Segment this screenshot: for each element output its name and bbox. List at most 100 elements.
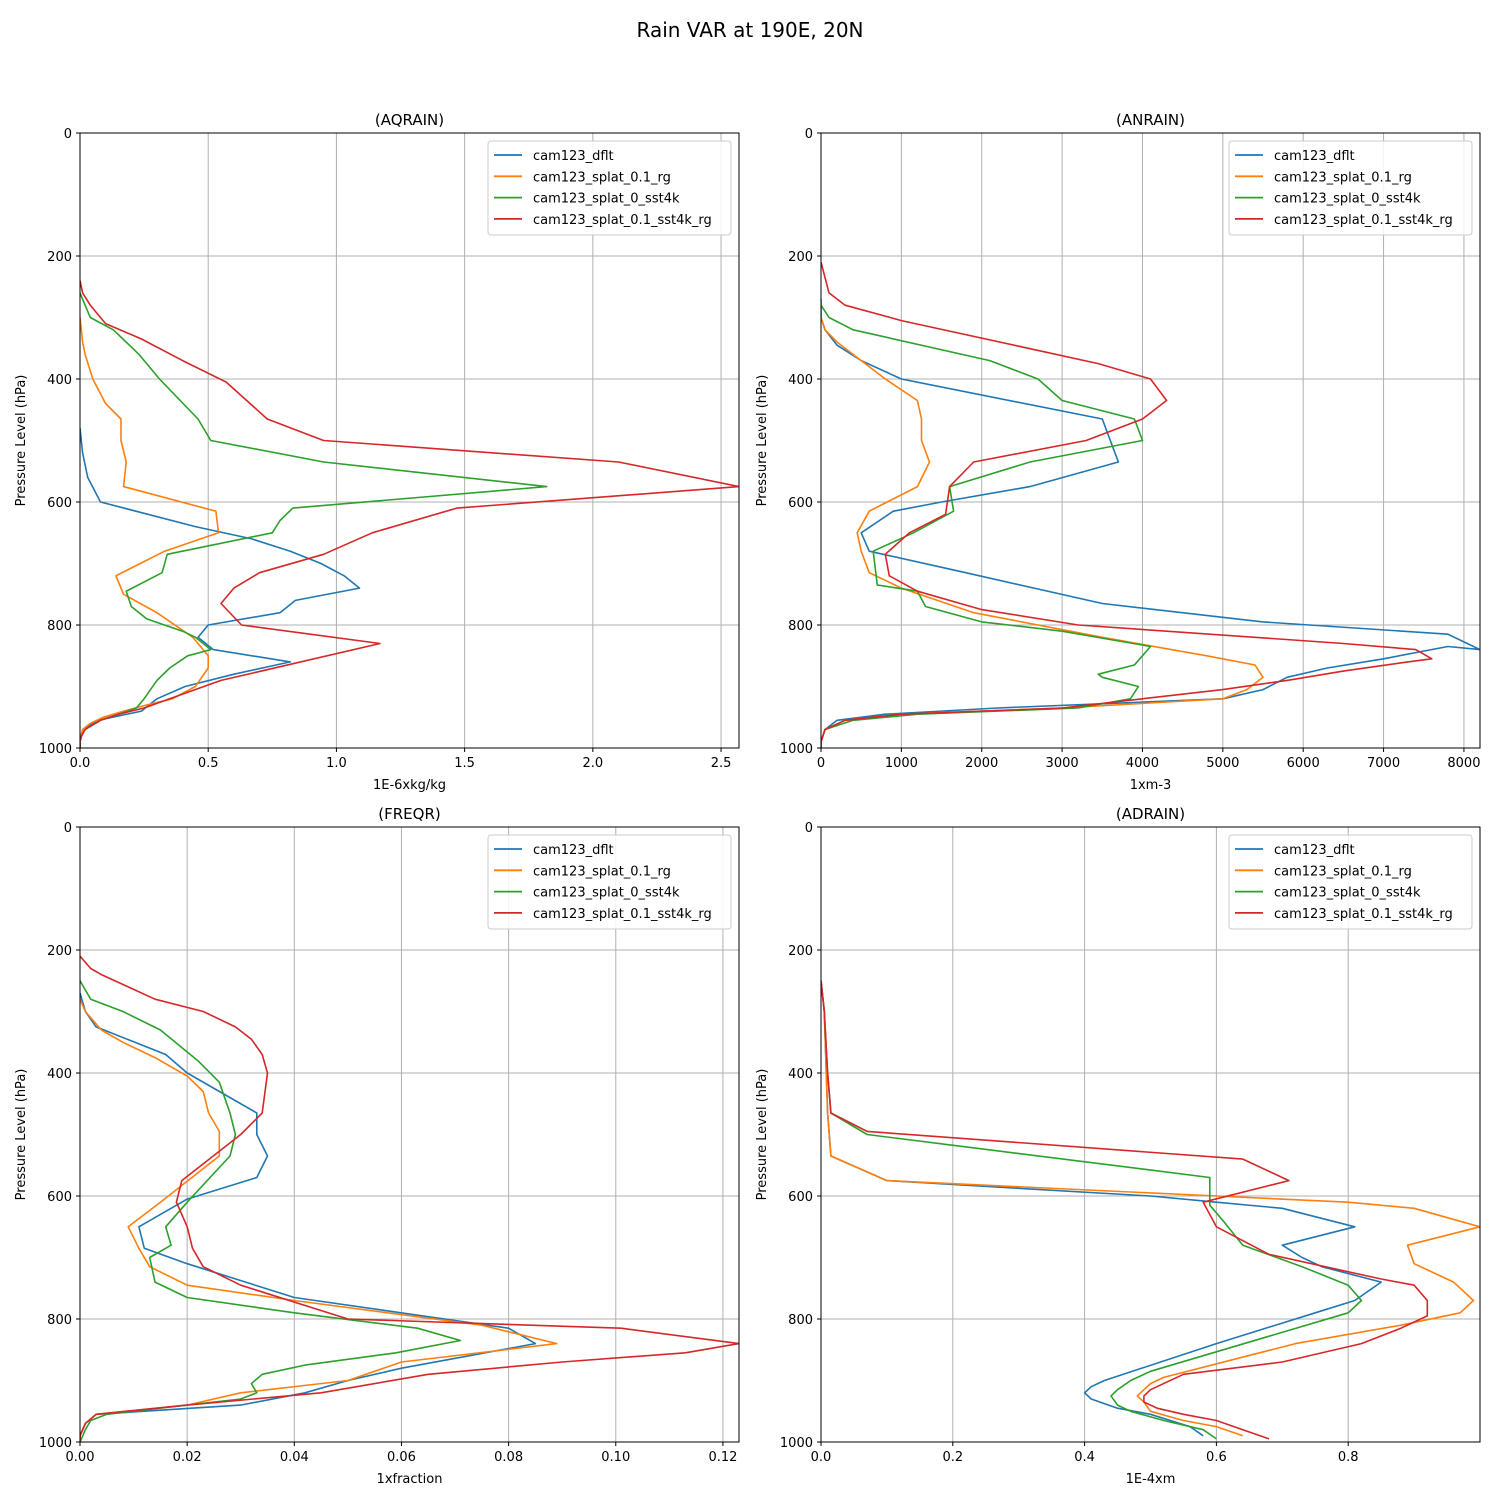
series-line-cam123_splat_0.1_rg bbox=[80, 998, 558, 1442]
x-tick-label: 0.10 bbox=[601, 1450, 630, 1465]
y-tick-label: 200 bbox=[788, 944, 813, 959]
legend-label-cam123_splat_0_sst4k: cam123_splat_0_sst4k bbox=[533, 886, 680, 901]
x-tick-label: 0.8 bbox=[1338, 1450, 1359, 1465]
chart-panel-2: 0 1000 2000 3000 4000 5000 6000 7000 8000 0 200 400… bbox=[755, 111, 1481, 793]
figure-suptitle: Rain VAR at 190E, 20N bbox=[636, 18, 863, 42]
legend-box bbox=[487, 140, 732, 236]
chart-panel-4: 0.0 0.2 0.4 0.6 0.8 0 200 400 600 800 1000 (ADRAIN)… bbox=[755, 805, 1481, 1487]
x-tick-label: 0.0 bbox=[70, 756, 91, 771]
series-line-cam123_splat_0.1_rg bbox=[80, 317, 220, 748]
y-tick-label: 1000 bbox=[780, 742, 813, 757]
y-tick-label: 800 bbox=[47, 1313, 72, 1328]
x-axis-label: 1xm-3 bbox=[1130, 778, 1172, 793]
chart-panel-3: 0.00 0.02 0.04 0.06 0.08 0.10 0.12 0 200 400 600 80… bbox=[14, 805, 740, 1487]
y-axis-label: Pressure Level (hPa) bbox=[755, 1069, 770, 1201]
x-tick-label: 1.0 bbox=[326, 756, 347, 771]
legend-label-cam123_splat_0.1_rg: cam123_splat_0.1_rg bbox=[1274, 170, 1412, 185]
y-tick-label: 200 bbox=[47, 944, 72, 959]
legend-label-cam123_splat_0_sst4k: cam123_splat_0_sst4k bbox=[533, 192, 680, 207]
legend-label-cam123_splat_0.1_rg: cam123_splat_0.1_rg bbox=[533, 170, 671, 185]
x-tick-label: 2000 bbox=[965, 756, 998, 771]
y-tick-label: 800 bbox=[788, 619, 813, 634]
series-line-cam123_splat_0.1_sst4k_rg bbox=[80, 955, 739, 1442]
legend: cam123_dflt cam123_splat_0.1_rg cam123_spl… bbox=[1228, 140, 1473, 236]
series-group bbox=[821, 261, 1480, 748]
x-tick-label: 0.12 bbox=[708, 1450, 737, 1465]
x-tick-label: 7000 bbox=[1367, 756, 1400, 771]
x-axis-label: 1E-6xkg/kg bbox=[373, 778, 446, 793]
x-tick-label: 0.04 bbox=[280, 1450, 309, 1465]
chart-panels: 0.0 0.5 1.0 1.5 2.0 2.5 0 200 400 600 800 1000 (AQRA… bbox=[14, 111, 1481, 1487]
axes-frame bbox=[820, 132, 1481, 749]
x-tick-label: 0.5 bbox=[198, 756, 219, 771]
y-tick-label: 0 bbox=[64, 127, 72, 142]
y-tick-label: 800 bbox=[47, 619, 72, 634]
legend-label-cam123_splat_0.1_sst4k_rg: cam123_splat_0.1_sst4k_rg bbox=[1274, 213, 1453, 228]
y-tick-label: 1000 bbox=[780, 1436, 813, 1451]
chart-title: (ADRAIN) bbox=[1116, 805, 1185, 823]
y-tick-label: 400 bbox=[47, 373, 72, 388]
x-tick-label: 0.6 bbox=[1206, 1450, 1227, 1465]
y-tick-label: 600 bbox=[788, 1190, 813, 1205]
x-tick-label: 6000 bbox=[1287, 756, 1320, 771]
x-tick-label: 0.00 bbox=[66, 1450, 95, 1465]
y-tick-label: 600 bbox=[788, 496, 813, 511]
x-tick-label: 0.02 bbox=[173, 1450, 202, 1465]
x-tick-label: 4000 bbox=[1126, 756, 1159, 771]
x-tick-label: 0.08 bbox=[494, 1450, 523, 1465]
chart-title: (FREQR) bbox=[378, 805, 440, 823]
legend-box bbox=[487, 834, 732, 930]
series-line-cam123_splat_0_sst4k bbox=[80, 980, 462, 1442]
axes-frame bbox=[79, 132, 740, 749]
x-tick-label: 1.5 bbox=[454, 756, 475, 771]
y-tick-label: 400 bbox=[47, 1067, 72, 1082]
chart-title: (ANRAIN) bbox=[1116, 111, 1185, 129]
legend-box bbox=[1228, 140, 1473, 236]
series-line-cam123_splat_0.1_sst4k_rg bbox=[821, 261, 1433, 748]
axes-frame bbox=[79, 826, 740, 1443]
y-tick-label: 0 bbox=[805, 127, 813, 142]
legend-box bbox=[1228, 834, 1473, 930]
y-axis-label: Pressure Level (hPa) bbox=[755, 375, 770, 507]
legend-label-cam123_splat_0_sst4k: cam123_splat_0_sst4k bbox=[1274, 886, 1421, 901]
series-line-cam123_dflt bbox=[821, 299, 1480, 748]
y-axis-label: Pressure Level (hPa) bbox=[14, 375, 29, 507]
y-tick-label: 600 bbox=[47, 496, 72, 511]
x-axis-label: 1E-4xm bbox=[1126, 1472, 1176, 1487]
x-tick-label: 0.4 bbox=[1074, 1450, 1095, 1465]
legend-label-cam123_splat_0.1_rg: cam123_splat_0.1_rg bbox=[533, 864, 671, 879]
chart-panel-1: 0.0 0.5 1.0 1.5 2.0 2.5 0 200 400 600 800 1000 (AQRA… bbox=[14, 111, 740, 793]
legend-label-cam123_splat_0.1_sst4k_rg: cam123_splat_0.1_sst4k_rg bbox=[533, 213, 712, 228]
series-line-cam123_dflt bbox=[80, 992, 537, 1442]
x-tick-label: 0.0 bbox=[811, 1450, 832, 1465]
x-tick-label: 0.2 bbox=[942, 1450, 963, 1465]
y-tick-label: 400 bbox=[788, 373, 813, 388]
y-axis-label: Pressure Level (hPa) bbox=[14, 1069, 29, 1201]
y-tick-label: 0 bbox=[805, 821, 813, 836]
legend-label-cam123_splat_0.1_sst4k_rg: cam123_splat_0.1_sst4k_rg bbox=[1274, 907, 1453, 922]
x-tick-label: 0.06 bbox=[387, 1450, 416, 1465]
legend-label-cam123_splat_0.1_sst4k_rg: cam123_splat_0.1_sst4k_rg bbox=[533, 907, 712, 922]
legend-label-cam123_splat_0.1_rg: cam123_splat_0.1_rg bbox=[1274, 864, 1412, 879]
legend: cam123_dflt cam123_splat_0.1_rg cam123_spl… bbox=[487, 140, 732, 236]
y-tick-label: 200 bbox=[47, 250, 72, 265]
series-group bbox=[80, 280, 739, 748]
x-tick-label: 1000 bbox=[885, 756, 918, 771]
y-tick-label: 800 bbox=[788, 1313, 813, 1328]
y-tick-label: 1000 bbox=[39, 1436, 72, 1451]
x-tick-label: 5000 bbox=[1206, 756, 1239, 771]
y-tick-label: 0 bbox=[64, 821, 72, 836]
axes-frame bbox=[820, 826, 1481, 1443]
legend-label-cam123_dflt: cam123_dflt bbox=[1274, 843, 1355, 858]
legend: cam123_dflt cam123_splat_0.1_rg cam123_spl… bbox=[1228, 834, 1473, 930]
x-tick-label: 3000 bbox=[1046, 756, 1079, 771]
legend: cam123_dflt cam123_splat_0.1_rg cam123_spl… bbox=[487, 834, 732, 930]
y-tick-label: 400 bbox=[788, 1067, 813, 1082]
series-line-cam123_splat_0_sst4k bbox=[80, 292, 548, 748]
legend-label-cam123_splat_0_sst4k: cam123_splat_0_sst4k bbox=[1274, 192, 1421, 207]
series-line-cam123_splat_0.1_sst4k_rg bbox=[821, 980, 1429, 1440]
x-tick-label: 2.5 bbox=[711, 756, 732, 771]
x-tick-label: 8000 bbox=[1447, 756, 1480, 771]
